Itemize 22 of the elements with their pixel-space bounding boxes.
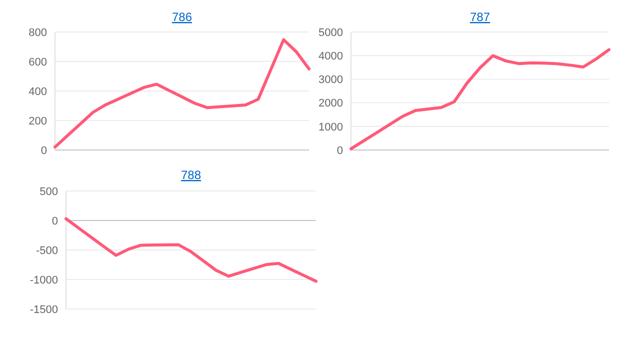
y-tick-label: -500 [36,244,58,257]
y-tick-label: 200 [28,115,47,128]
line-series [350,48,610,150]
y-tick-label: 600 [28,56,47,68]
y-tick-label: 5000 [318,26,343,39]
y-tick-label: 500 [40,186,58,198]
chart-title: 787 [470,10,490,24]
line-series [54,38,310,149]
y-tick-label: 800 [28,26,47,39]
y-tick-label: 400 [28,86,47,98]
y-tick-label: 3000 [318,74,343,86]
line-series [64,217,318,283]
y-tick-label: 0 [336,144,343,157]
y-tick-label: 0 [52,215,58,228]
y-tick-label: 2000 [318,98,343,110]
y-tick-label: -1000 [30,274,58,286]
y-tick-label: -1500 [30,304,58,316]
chart-title: 788 [180,168,202,182]
y-tick-label: 1000 [318,121,343,134]
chart-title: 786 [172,10,192,24]
y-tick-label: 4000 [318,50,343,62]
y-tick-label: 0 [40,144,47,157]
